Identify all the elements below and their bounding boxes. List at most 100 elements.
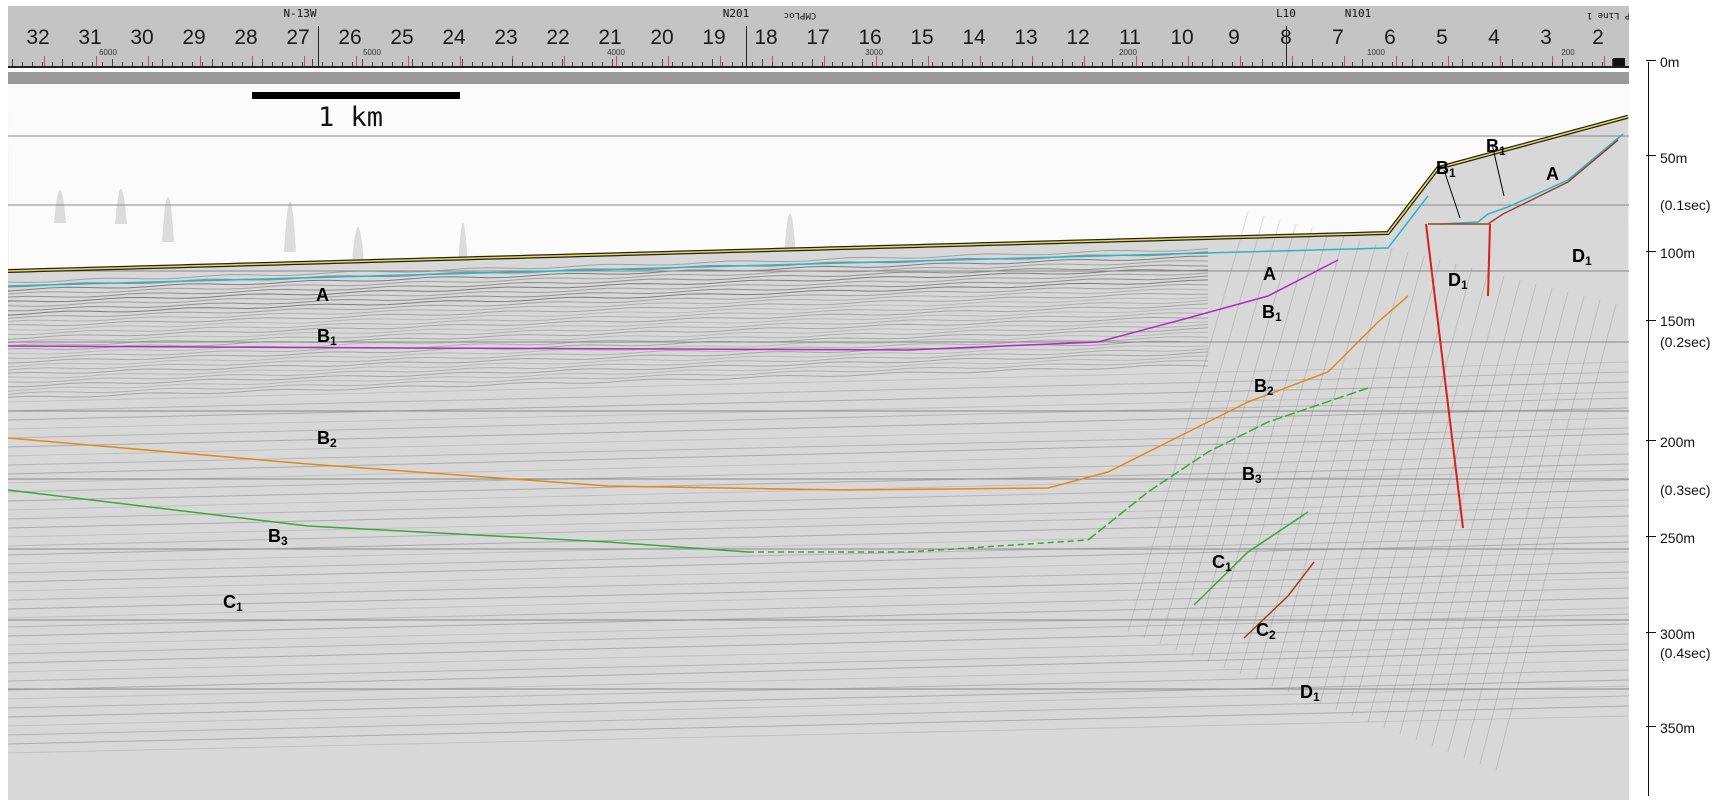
ruler-minor-tick — [812, 59, 813, 66]
ruler-tick — [668, 56, 669, 66]
reflector-line — [8, 248, 1209, 283]
horizon-D1 — [1243, 561, 1315, 639]
ruler-minor-tick — [1432, 62, 1433, 66]
ruler-number: 15 — [910, 26, 934, 49]
depth-label: 0m — [1660, 54, 1680, 70]
ruler-minor-tick — [202, 62, 203, 66]
ruler-minor-tick — [1372, 62, 1373, 66]
ruler-divider — [1286, 26, 1287, 66]
ruler-tick — [356, 56, 357, 66]
unit-label-d1-right1: D1 — [1448, 270, 1468, 292]
ruler-minor-tick — [782, 62, 783, 66]
depth-label: (0.2sec) — [1660, 334, 1711, 350]
deep-reflector — [8, 407, 1629, 448]
ruler-number: 30 — [130, 26, 154, 49]
dipping-reflector — [1143, 215, 1265, 639]
deep-reflector — [8, 381, 1629, 421]
dipping-reflector — [1463, 295, 1585, 759]
ruler-tick — [1292, 56, 1293, 66]
deep-reflector — [8, 427, 1629, 466]
ruler-minor-tick — [822, 62, 823, 66]
ruler-number: 4 — [1488, 26, 1500, 49]
ruler-minor-tick — [1192, 62, 1193, 66]
ruler-end-marker — [1613, 58, 1625, 66]
ruler-tick — [1500, 56, 1501, 66]
ruler-minor-tick — [1222, 62, 1223, 66]
deep-reflector — [8, 623, 1629, 664]
unit-letter: B — [1486, 136, 1499, 156]
ruler-minor-tick — [882, 62, 883, 66]
ruler-minor-tick — [1542, 62, 1543, 66]
ruler-minor-tick — [992, 62, 993, 66]
ruler-minor-tick — [72, 62, 73, 66]
ruler-minor-tick — [392, 62, 393, 66]
dipping-reflector — [1271, 247, 1393, 687]
deep-reflector — [8, 505, 1629, 547]
ruler-minor-tick — [1072, 62, 1073, 66]
ruler-minor-tick — [1262, 59, 1263, 66]
ruler-tick — [96, 56, 97, 66]
unit-label-c1-left: C1 — [223, 592, 243, 614]
ruler-minor-tick — [482, 62, 483, 66]
horizon-A — [8, 115, 1629, 272]
ruler-minor-tick — [1162, 59, 1163, 66]
horizon-B2 — [8, 259, 1339, 351]
dipping-reflector — [1207, 231, 1329, 663]
ruler-minor-tick — [352, 62, 353, 66]
ruler-minor-tick — [1482, 62, 1483, 66]
ruler-number: 25 — [390, 26, 414, 49]
ruler-tick — [564, 56, 565, 66]
ruler-minor-tick — [102, 62, 103, 66]
ruler-minor-tick — [1092, 62, 1093, 66]
deep-reflector — [8, 597, 1629, 637]
ruler-minor-tick — [32, 62, 33, 66]
unit-label-b3-mid: B3 — [1242, 464, 1262, 486]
reflector-line — [8, 296, 1209, 331]
ruler-minor-tick — [692, 62, 693, 66]
reflector-line — [8, 316, 1209, 350]
ruler-minor-tick — [1272, 62, 1273, 66]
ruler-minor-tick — [52, 62, 53, 66]
ruler-tick — [1188, 56, 1189, 66]
deep-reflector — [8, 361, 1629, 403]
ruler-minor-tick — [1462, 59, 1463, 66]
depth-label: (0.3sec) — [1660, 482, 1711, 498]
ruler-tick — [460, 56, 461, 66]
deep-reflector — [8, 571, 1629, 610]
reflector-line — [8, 299, 1209, 336]
ruler-tick — [1032, 56, 1033, 66]
deep-reflector — [8, 551, 1629, 592]
ruler-minor-tick — [1412, 59, 1413, 66]
ruler-minor-tick — [672, 62, 673, 66]
unit-letter: D — [1448, 270, 1461, 290]
unit-subscript: 1 — [1461, 278, 1468, 292]
reflector-line — [8, 345, 1209, 379]
depth-tick — [1646, 536, 1656, 537]
noise-plume — [115, 189, 127, 224]
deep-reflector — [8, 535, 1629, 574]
ruler-header-label: L10 — [1276, 7, 1296, 20]
ruler-minor-tick — [1552, 62, 1553, 66]
deep-reflector — [8, 479, 1629, 520]
ruler-tick — [44, 56, 45, 66]
ruler-minor-tick — [1362, 59, 1363, 66]
ruler-minor-tick — [1062, 59, 1063, 66]
unit-letter: B — [317, 428, 330, 448]
ruler-minor-tick — [1002, 62, 1003, 66]
unit-label-b3-left: B3 — [268, 526, 288, 548]
unit-subscript: 1 — [236, 600, 243, 614]
ruler-minor-tick — [512, 59, 513, 66]
deep-reflector — [8, 577, 1629, 619]
ruler-minor-tick — [602, 62, 603, 66]
noise-plume — [352, 227, 364, 262]
unit-label-d1-mid: D1 — [1300, 682, 1320, 704]
ruler-tick — [1344, 56, 1345, 66]
dipping-reflector — [1287, 251, 1409, 693]
ruler-minor-tick — [662, 59, 663, 66]
ruler-minor-tick — [1582, 62, 1583, 66]
ruler-minor-tick — [272, 62, 273, 66]
ruler-minor-label: 4000 — [607, 48, 625, 57]
ruler-minor-tick — [1082, 62, 1083, 66]
ruler-minor-tick — [652, 62, 653, 66]
ruler-number: 26 — [338, 26, 362, 49]
